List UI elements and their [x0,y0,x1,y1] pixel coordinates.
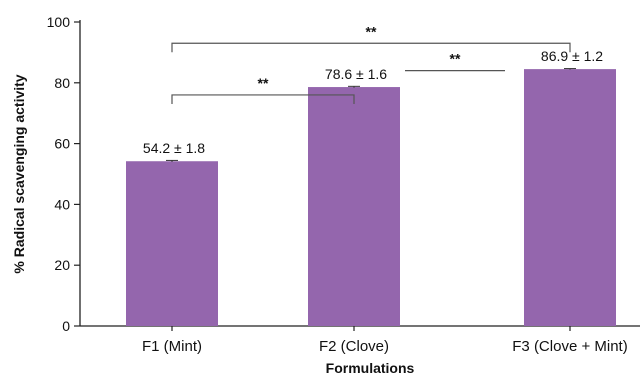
bar [308,87,400,326]
significance-brackets: ** ** ** [171,23,571,104]
significance-label: ** [258,75,269,91]
significance-bracket [171,94,355,104]
y-tick-label: 80 [54,75,70,91]
data-labels: 54.2 ± 1.8 78.6 ± 1.6 86.9 ± 1.2 [143,48,603,156]
data-label: 86.9 ± 1.2 [541,48,603,64]
significance-label: ** [366,23,377,39]
y-tick-label: 100 [47,14,71,30]
y-axis-title: % Radical scavenging activity [11,74,27,273]
data-label: 54.2 ± 1.8 [143,140,205,156]
significance-label: ** [450,51,461,67]
x-axis-title: Formulations [326,360,415,376]
data-label: 78.6 ± 1.6 [325,66,387,82]
y-tick-label: 0 [62,318,70,334]
y-tick-label: 40 [54,196,70,212]
y-tick-label: 60 [54,136,70,152]
x-tick-label: F1 (Mint) [142,338,202,355]
axes: 0 20 40 60 80 100 F1 (Mint) F2 (Clove) F3 (Clove… [47,14,640,355]
x-tick-label: F3 (Clove + Mint) [512,338,627,355]
bar [524,69,616,327]
y-tick-label: 20 [54,257,70,273]
significance-bracket [171,42,571,53]
x-tick-label: F2 (Clove) [319,338,389,355]
bars [126,68,616,327]
bar [126,161,218,326]
